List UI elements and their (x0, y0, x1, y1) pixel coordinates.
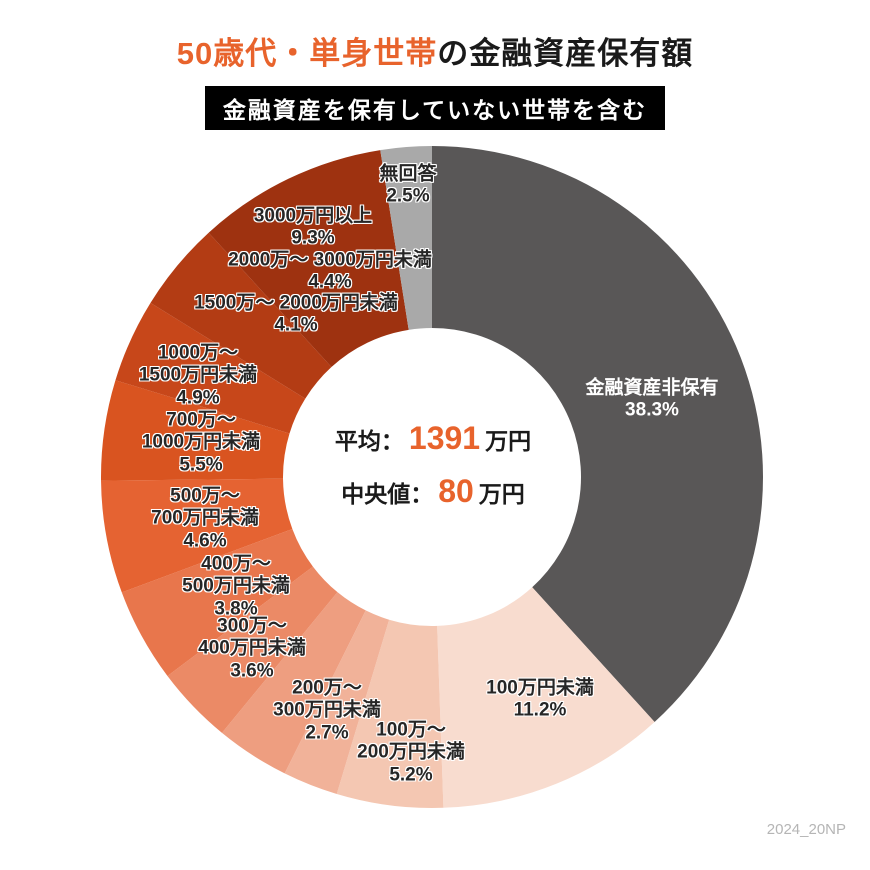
page-title: 50歳代・単身世帯の金融資産保有額 (0, 28, 870, 73)
average-label: 平均： (334, 428, 404, 454)
pie-slice-5 (167, 566, 338, 733)
subtitle-badge: 金融資産を保有していない世帯を含む (204, 86, 666, 130)
watermark: 2024_20NP (766, 821, 846, 838)
pie-slice-10 (150, 232, 332, 399)
subtitle-row: 金融資産を保有していない世帯を含む (0, 86, 870, 130)
pie-slice-8 (100, 380, 290, 481)
pie-slice-7 (101, 478, 293, 593)
pie-slice-12 (380, 146, 432, 330)
pie-slice-0 (432, 146, 764, 722)
median-unit: 万円 (478, 481, 525, 507)
median-label: 中央値： (341, 481, 434, 507)
pie-slice-3 (284, 610, 390, 794)
pie-slice-11 (208, 150, 409, 368)
average-value: 1391 (408, 420, 481, 456)
median-value: 80 (438, 473, 474, 509)
pie-slice-9 (115, 302, 306, 434)
pie-slice-2 (336, 619, 444, 808)
pie-slice-4 (221, 592, 366, 774)
chart-center-text: 平均： 1391 万円 中央値： 80 万円 (335, 404, 531, 526)
pie-slice-6 (121, 528, 313, 676)
average-line: 平均： 1391 万円 (335, 420, 531, 457)
average-unit: 万円 (485, 428, 532, 454)
page-title-highlight: 50歳代・単身世帯 (176, 36, 438, 71)
pie-slice-1 (437, 587, 655, 808)
median-line: 中央値： 80 万円 (335, 473, 531, 510)
page-title-rest: の金融資産保有額 (437, 36, 694, 71)
